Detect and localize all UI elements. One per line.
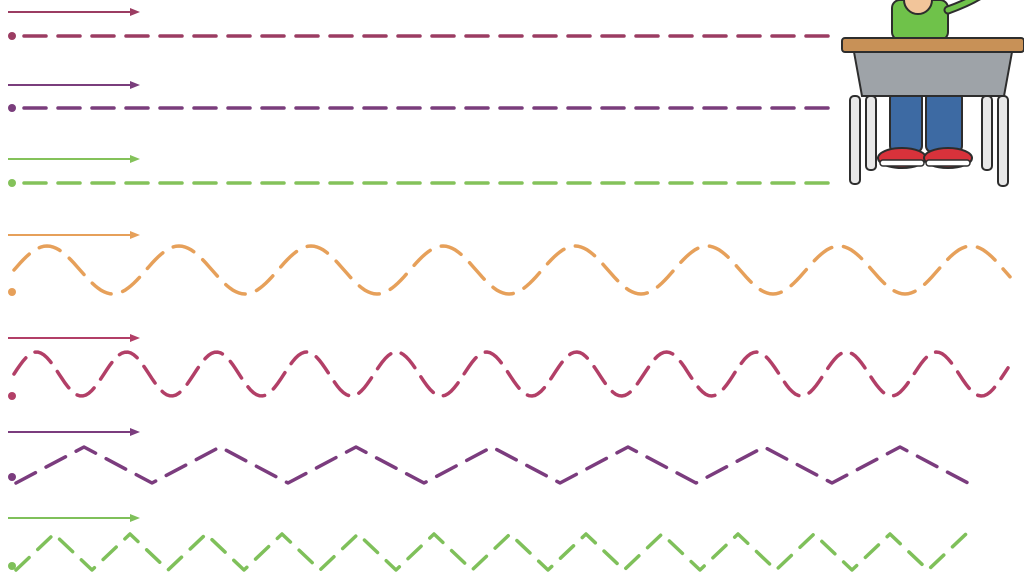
start-dot [8, 179, 16, 187]
trace-path[interactable] [14, 445, 970, 485]
start-dot [8, 473, 16, 481]
start-dot [8, 32, 16, 40]
arrow-head-icon [130, 231, 140, 239]
arrow-head-icon [130, 8, 140, 16]
start-dot [8, 104, 16, 112]
arrow-head-icon [130, 81, 140, 89]
school-desk-icon [841, 37, 1024, 187]
child-figure-icon [877, 0, 981, 169]
arrow-head-icon [130, 334, 140, 342]
trace-row-zigzag-1 [8, 428, 970, 485]
trace-row-straight-3 [8, 155, 834, 187]
arrow-head-icon [130, 155, 140, 163]
trace-row-wave-2 [8, 334, 1010, 400]
trace-row-zigzag-2 [8, 514, 968, 572]
trace-path[interactable] [12, 350, 1010, 398]
arrow-head-icon [130, 514, 140, 522]
trace-path[interactable] [14, 532, 968, 572]
trace-row-straight-2 [8, 81, 834, 112]
trace-row-wave-1 [8, 231, 1012, 296]
start-dot [8, 392, 16, 400]
arrow-head-icon [130, 428, 140, 436]
start-dot [8, 288, 16, 296]
start-dot [8, 562, 16, 570]
child-at-desk-illustration [841, 0, 1024, 187]
trace-path[interactable] [12, 244, 1012, 296]
trace-row-straight-1 [8, 8, 834, 40]
